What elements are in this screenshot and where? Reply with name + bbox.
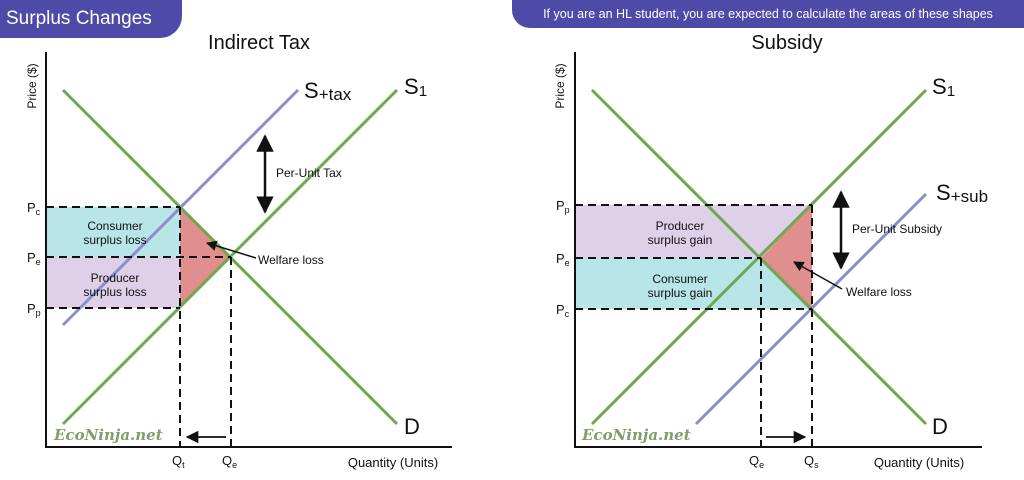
y-axis-label: Price ($) bbox=[25, 63, 39, 108]
section-tab-title: Surplus Changes bbox=[6, 8, 152, 29]
shifted-supply-label-subsidy: S+sub bbox=[936, 180, 988, 206]
demand-label: D bbox=[404, 414, 420, 439]
per-unit-tax-label: Per-Unit Tax bbox=[276, 166, 342, 180]
welfare-loss-pointer bbox=[205, 240, 257, 259]
per-unit-subsidy-label: Per-Unit Subsidy bbox=[852, 222, 942, 236]
y-axis-label-subsidy: Price ($) bbox=[553, 63, 567, 108]
welfare-loss-pointer-subsidy bbox=[793, 261, 843, 290]
x-tick-qs-subsidy: Qs bbox=[804, 453, 819, 470]
consumer-surplus-gain-area bbox=[575, 258, 761, 309]
hl-banner-text: If you are an HL student, you are expect… bbox=[543, 7, 993, 21]
y-tick-pe: Pe bbox=[27, 250, 41, 267]
welfare-loss-triangle-subsidy bbox=[761, 205, 812, 309]
y-tick-pc-subsidy: Pc bbox=[556, 302, 570, 319]
y-tick-pc: Pc bbox=[27, 200, 41, 217]
diagram-title-subsidy: Subsidy bbox=[751, 32, 822, 54]
shifted-supply-label: S+tax bbox=[304, 78, 352, 104]
y-tick-pe-subsidy: Pe bbox=[556, 251, 570, 268]
producer-area-label-line1: Producer bbox=[91, 271, 140, 285]
x-axis-label: Quantity (Units) bbox=[348, 455, 438, 470]
x-tick-qt: Qt bbox=[172, 453, 185, 470]
diagram-title: Indirect Tax bbox=[208, 32, 310, 54]
subsidy-diagram: Subsidy Price ($) Quantity (Units) S1 S+… bbox=[553, 32, 988, 470]
demand-label-subsidy: D bbox=[932, 414, 948, 439]
consumer-gain-label-line1: Consumer bbox=[652, 272, 707, 286]
x-axis-label-subsidy: Quantity (Units) bbox=[874, 455, 964, 470]
producer-gain-label-line2: surplus gain bbox=[648, 233, 713, 247]
welfare-loss-label: Welfare loss bbox=[258, 253, 324, 267]
watermark-logo-subsidy: EcoNinja.net bbox=[581, 426, 691, 444]
y-tick-pp: Pp bbox=[27, 301, 41, 318]
section-tab: Surplus Changes bbox=[0, 0, 182, 38]
producer-area-label-line2: surplus loss bbox=[83, 285, 146, 299]
welfare-loss-label-subsidy: Welfare loss bbox=[846, 285, 912, 299]
y-tick-pp-subsidy: Pp bbox=[556, 198, 570, 215]
producer-gain-label-line1: Producer bbox=[656, 219, 705, 233]
consumer-area-label-line2: surplus loss bbox=[83, 233, 146, 247]
supply-label-subsidy: S1 bbox=[932, 74, 955, 100]
x-tick-qe-subsidy: Qe bbox=[749, 453, 764, 470]
producer-surplus-loss-area bbox=[46, 257, 180, 308]
hl-banner: If you are an HL student, you are expect… bbox=[512, 0, 1024, 28]
supply-label: S1 bbox=[404, 74, 427, 100]
indirect-tax-diagram: Indirect Tax Price ($) Quantity (Units) … bbox=[25, 32, 452, 470]
producer-surplus-gain-area bbox=[575, 205, 761, 258]
x-tick-qe: Qe bbox=[222, 453, 237, 470]
watermark-logo: EcoNinja.net bbox=[53, 426, 163, 444]
consumer-area-label-line1: Consumer bbox=[87, 219, 142, 233]
consumer-gain-label-line2: surplus gain bbox=[648, 286, 713, 300]
